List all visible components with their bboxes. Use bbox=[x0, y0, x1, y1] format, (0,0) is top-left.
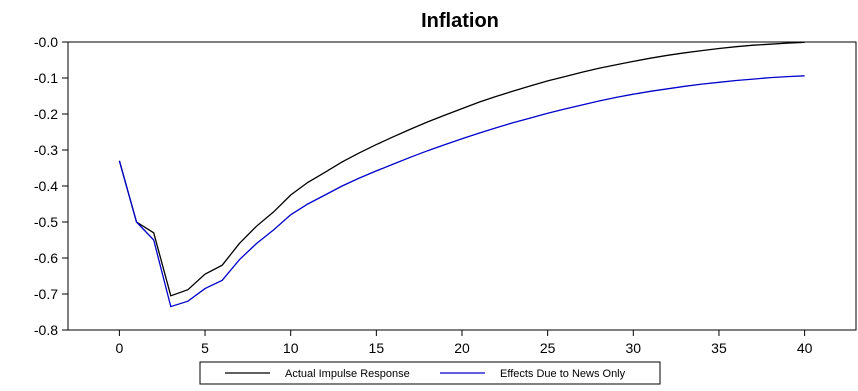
x-tick-label: 15 bbox=[369, 340, 385, 356]
legend-label-2: Effects Due to News Only bbox=[500, 368, 626, 380]
x-tick-label: 5 bbox=[201, 340, 209, 356]
y-tick-label: -0.1 bbox=[34, 70, 58, 86]
series-line-2 bbox=[118, 75, 805, 308]
x-tick-label: 20 bbox=[454, 340, 470, 356]
y-tick-label: -0.5 bbox=[34, 214, 58, 230]
legend-label-1: Actual Impulse Response bbox=[285, 368, 410, 380]
y-tick-label: -0.3 bbox=[34, 142, 58, 158]
x-tick-label: 0 bbox=[115, 340, 123, 356]
x-tick-label: 10 bbox=[283, 340, 299, 356]
y-tick-label: -0.6 bbox=[34, 250, 58, 266]
series-lines bbox=[118, 41, 805, 308]
legend-box bbox=[199, 361, 661, 385]
x-tick-label: 40 bbox=[797, 340, 813, 356]
plot-frame bbox=[67, 41, 857, 331]
x-tick-label: 30 bbox=[626, 340, 642, 356]
y-tick-label: -0.7 bbox=[34, 286, 58, 302]
y-tick-label: -0.0 bbox=[34, 34, 58, 50]
x-axis: 0 5 10 15 20 25 30 35 40 bbox=[115, 330, 813, 356]
legend: Actual Impulse Response Effects Due to Ne… bbox=[199, 361, 661, 385]
x-tick-label: 25 bbox=[540, 340, 556, 356]
y-axis: -0.0 -0.1 -0.2 -0.3 -0.4 -0.5 -0.6 -0.7 -0.8 bbox=[34, 34, 68, 338]
x-tick-label: 35 bbox=[711, 340, 727, 356]
y-tick-label: -0.8 bbox=[34, 322, 58, 338]
y-tick-label: -0.4 bbox=[34, 178, 58, 194]
series-line-1 bbox=[118, 41, 805, 297]
y-tick-label: -0.2 bbox=[34, 106, 58, 122]
chart-title: Inflation bbox=[421, 10, 499, 32]
